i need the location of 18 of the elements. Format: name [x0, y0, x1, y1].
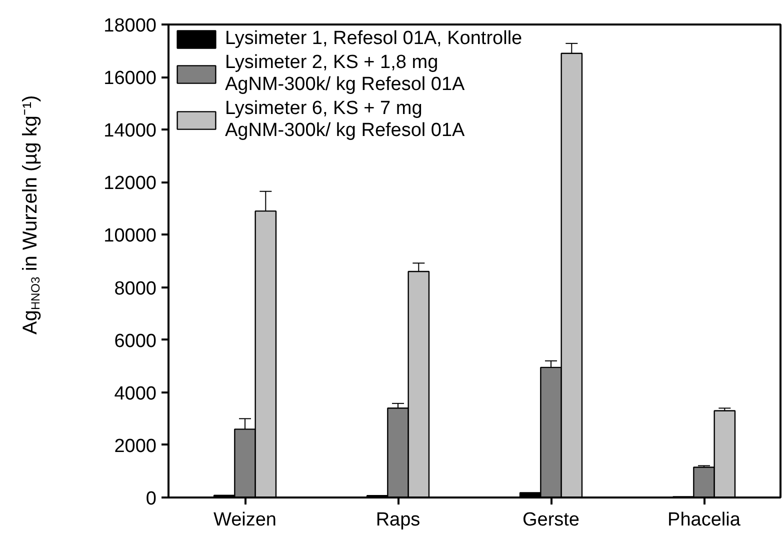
legend-label: Lysimeter 1, Refesol 01A, Kontrolle [225, 28, 522, 50]
y-tick-label: 8000 [114, 278, 157, 300]
x-tick-label: Phacelia [668, 510, 741, 530]
y-tick-label: 10000 [104, 226, 157, 247]
y-tick-label: 12000 [104, 173, 157, 194]
y-tick-label: 2000 [114, 436, 157, 457]
y-axis-title: AgHNO3 in Wurzeln (µg kg⁻¹) [20, 95, 42, 335]
x-tick-label: Weizen [213, 510, 277, 530]
legend-label: Lysimeter 6, KS + 7 mg AgNM-300k/ kg Refesol 01A [225, 98, 465, 142]
x-tick-label: Gerste [522, 510, 580, 530]
legend-label: Lysimeter 2, KS + 1,8 mg AgNM-300k/ kg Refesol 01A [225, 52, 465, 96]
y-tick-label: 4000 [114, 383, 157, 404]
y-tick-label: 6000 [114, 330, 157, 352]
x-tick-label: Raps [376, 510, 420, 530]
y-tick-label: 18000 [104, 16, 157, 36]
y-tick-label: 14000 [104, 120, 157, 142]
y-tick-label: 0 [146, 488, 157, 510]
y-tick-label: 16000 [104, 68, 157, 90]
